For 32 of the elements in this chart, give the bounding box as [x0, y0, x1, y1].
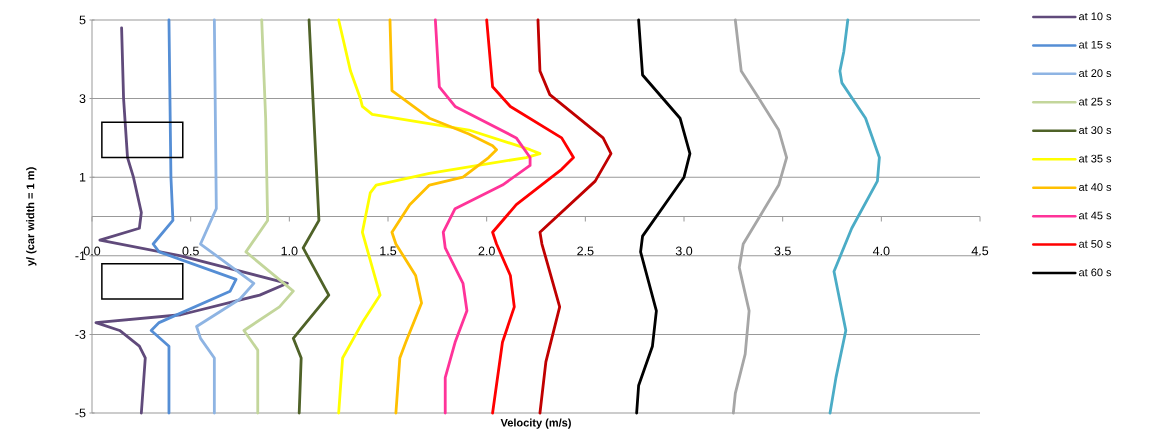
- legend-label: at 45 s: [1079, 211, 1112, 220]
- legend-label: at 35 s: [1079, 154, 1112, 163]
- y-tick-label: 1: [79, 172, 86, 182]
- legend-label: at 20 s: [1079, 69, 1112, 78]
- x-tick-label: 3.5: [774, 246, 791, 256]
- x-tick-label: 4.0: [872, 246, 890, 256]
- x-tick-label: 2.5: [577, 246, 594, 256]
- legend-label: at 25 s: [1079, 97, 1112, 106]
- line-series: [433, 18, 532, 415]
- x-tick-label: 3.0: [675, 246, 693, 256]
- x-tick-label: 1.5: [380, 246, 397, 256]
- y-tick-label: 3: [79, 94, 86, 104]
- legend-label: at 60 s: [1079, 268, 1112, 277]
- legend-label: at 15 s: [1079, 40, 1112, 49]
- line-series: [536, 18, 613, 415]
- line-series: [149, 18, 238, 415]
- x-tick-label: 0.5: [182, 246, 199, 256]
- line-series: [635, 18, 692, 415]
- legend-label: at 40 s: [1079, 183, 1112, 191]
- x-tick-label: 4.5: [971, 246, 989, 256]
- line-series: [337, 18, 542, 415]
- legend-label: at 10 s: [1079, 12, 1112, 21]
- y-axis-title: y/ (car width = 1 m): [26, 167, 37, 267]
- legend-label: at 30 s: [1079, 126, 1112, 134]
- y-tick-label: -3: [75, 329, 86, 339]
- y-tick-label: -5: [75, 408, 86, 418]
- x-axis-title: Velocity (m/s): [500, 418, 571, 429]
- x-tick-label: 2.0: [478, 246, 495, 256]
- legend-label: at 50 s: [1079, 240, 1112, 248]
- y-tick-label: 5: [79, 15, 86, 25]
- line-series: [731, 18, 789, 415]
- x-tick-label: 1.0: [281, 246, 298, 256]
